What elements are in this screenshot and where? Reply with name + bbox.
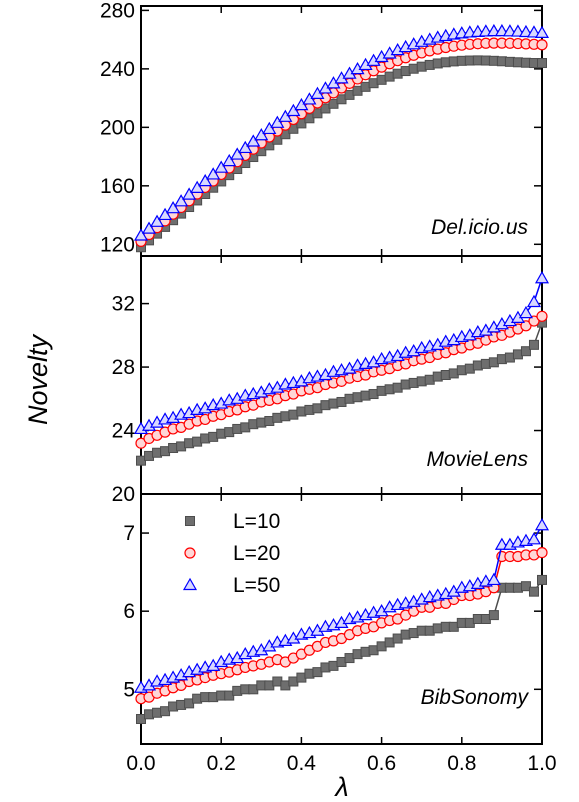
data-point xyxy=(520,320,532,332)
data-point xyxy=(222,153,237,167)
y-tick-label: 7 xyxy=(123,522,135,545)
x-tick-label: 1.0 xyxy=(527,752,556,775)
y-tick-label: 32 xyxy=(112,293,135,316)
y-tick-label: 240 xyxy=(100,58,135,81)
legend-marker-circle xyxy=(184,547,196,559)
data-point xyxy=(526,294,542,308)
data-point xyxy=(528,339,539,350)
x-tick-label: 0.4 xyxy=(287,752,317,775)
data-point xyxy=(534,25,550,39)
data-point xyxy=(536,310,548,322)
panel-label-movielens: MovieLens xyxy=(426,448,528,471)
data-point xyxy=(537,58,547,69)
data-point xyxy=(254,128,269,141)
data-point xyxy=(528,586,539,597)
data-point xyxy=(488,610,499,621)
series-layer xyxy=(133,23,550,724)
panel-frames xyxy=(140,5,543,745)
data-point xyxy=(534,271,550,284)
legend-marker-triangle xyxy=(182,577,198,591)
y-tick-label: 28 xyxy=(112,356,135,379)
tick-labels: 120 160 200 240 280 20 24 28 32 5 6 7 0.0 0.2 0.4 0.6 0.… xyxy=(100,0,557,775)
data-point xyxy=(150,214,165,227)
y-tick-label: 24 xyxy=(112,420,136,443)
x-tick-label: 0.6 xyxy=(367,752,396,775)
data-point xyxy=(190,180,205,193)
data-point xyxy=(238,140,253,154)
data-point xyxy=(230,147,245,160)
x-tick-label: 0.8 xyxy=(447,752,476,775)
data-point xyxy=(246,134,261,147)
panel-label-delicious: Del.icio.us xyxy=(431,216,528,239)
y-tick-label: 120 xyxy=(100,233,135,256)
y-tick-label: 6 xyxy=(123,600,135,623)
y-tick-label: 5 xyxy=(123,678,135,701)
y-tick-label: 280 xyxy=(100,0,135,22)
legend-label-l50: L=50 xyxy=(233,574,280,597)
data-point xyxy=(486,572,501,586)
data-point xyxy=(510,24,525,37)
y-tick-label: 20 xyxy=(112,483,135,506)
data-point xyxy=(534,518,550,531)
data-point xyxy=(270,115,285,128)
y-axis-title: Novelty xyxy=(23,333,53,425)
data-point xyxy=(198,173,213,187)
data-point xyxy=(135,437,147,449)
x-tick-label: 0.2 xyxy=(207,752,236,775)
data-point xyxy=(518,305,533,319)
data-point xyxy=(537,574,547,585)
panel-label-bibsonomy: BibSonomy xyxy=(421,686,530,709)
legend-label-l20: L=20 xyxy=(233,542,280,565)
data-point xyxy=(526,532,542,545)
data-point xyxy=(214,160,229,173)
x-tick-label: 0.0 xyxy=(126,752,155,775)
data-point xyxy=(158,207,173,221)
data-point xyxy=(262,121,277,135)
data-point xyxy=(536,546,548,559)
data-point xyxy=(206,167,221,180)
data-point xyxy=(520,346,531,357)
data-point xyxy=(166,200,181,214)
legend-marker-square xyxy=(185,516,195,526)
data-point xyxy=(526,25,542,38)
y-tick-label: 160 xyxy=(100,175,135,198)
data-point xyxy=(141,221,157,234)
data-point xyxy=(528,315,540,327)
data-point xyxy=(182,187,197,200)
legend-label-l10: L=10 xyxy=(233,510,280,533)
legend: L=10 L=20 L=50 xyxy=(182,510,280,597)
data-point xyxy=(536,39,548,51)
data-point xyxy=(133,228,149,241)
x-axis-title: λ xyxy=(333,772,348,802)
data-point xyxy=(518,24,533,38)
panel-frame xyxy=(140,493,543,745)
y-tick-label: 200 xyxy=(100,116,135,139)
data-point xyxy=(520,581,531,592)
data-point xyxy=(174,194,189,207)
